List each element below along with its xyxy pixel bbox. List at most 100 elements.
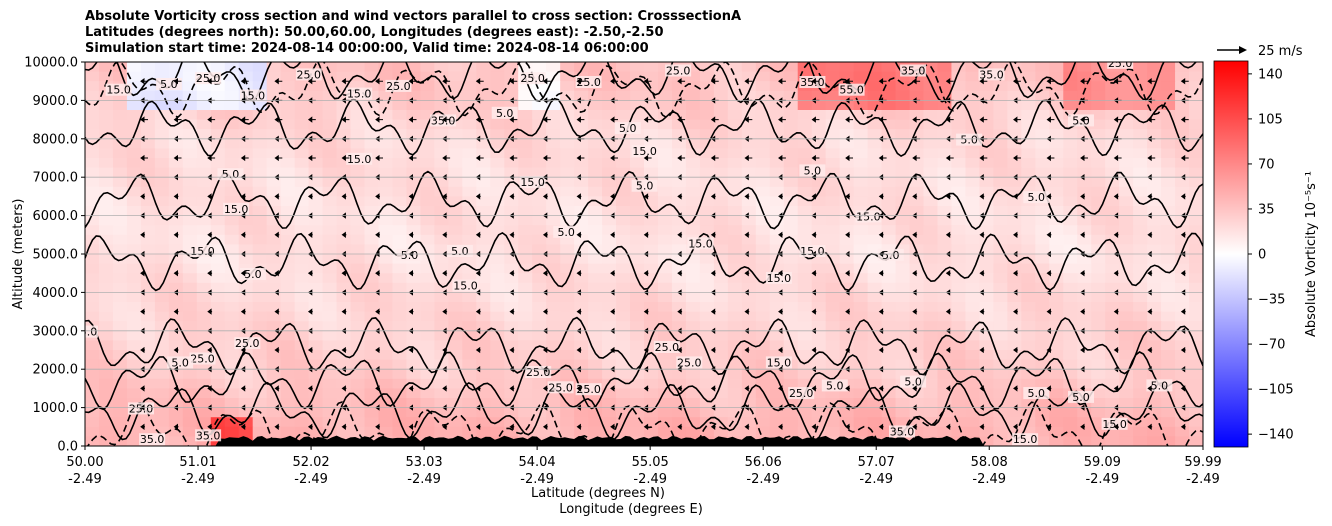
vorticity-cell <box>504 138 519 149</box>
vorticity-cell <box>574 158 589 169</box>
vorticity-cell <box>448 311 463 322</box>
vorticity-cell <box>811 340 827 351</box>
vorticity-cell <box>1147 206 1162 217</box>
vorticity-cell <box>294 378 310 389</box>
vorticity-cell <box>937 254 953 265</box>
vorticity-cell <box>895 292 911 303</box>
vorticity-cell <box>406 407 421 418</box>
vorticity-cell <box>1091 426 1106 437</box>
vorticity-cell <box>769 119 785 130</box>
vorticity-cell <box>560 206 575 217</box>
wind-vector-arrow <box>442 346 448 354</box>
vorticity-cell <box>811 110 827 121</box>
vorticity-cell <box>727 369 743 380</box>
vorticity-cell <box>1161 225 1176 236</box>
vorticity-cell <box>825 138 841 149</box>
vorticity-cell <box>644 186 659 197</box>
vorticity-cell <box>671 311 687 322</box>
vorticity-cell <box>979 167 994 178</box>
vorticity-cell <box>1035 138 1050 149</box>
vorticity-cell <box>518 100 533 111</box>
vorticity-cell <box>979 311 994 322</box>
vorticity-cell <box>350 350 366 361</box>
vorticity-cell <box>532 330 547 341</box>
vorticity-cell <box>1091 321 1106 332</box>
vorticity-cell <box>546 129 561 140</box>
vorticity-cell <box>378 321 394 332</box>
vorticity-cell <box>196 398 212 409</box>
contour-label-bg <box>1023 191 1050 204</box>
vorticity-cell <box>504 90 519 101</box>
vorticity-cell <box>112 273 128 284</box>
vorticity-cell <box>1035 148 1050 159</box>
vorticity-cell <box>630 110 645 121</box>
vorticity-cell <box>616 81 631 92</box>
vorticity-cell <box>1077 62 1092 73</box>
vorticity-cell <box>923 129 939 140</box>
vorticity-cell <box>993 302 1008 313</box>
vorticity-cell <box>993 369 1008 380</box>
vorticity-cell <box>951 186 967 197</box>
vorticity-cell <box>867 417 883 428</box>
vorticity-cell <box>671 254 687 265</box>
vorticity-cell <box>504 62 519 73</box>
vorticity-cell <box>951 369 967 380</box>
vorticity-cell <box>951 263 967 274</box>
vorticity-cell <box>210 158 226 169</box>
vorticity-cell <box>224 148 240 159</box>
vorticity-cell <box>853 388 869 399</box>
vorticity-cell <box>140 254 156 265</box>
vorticity-cell <box>839 359 855 370</box>
vorticity-cell <box>1175 215 1190 226</box>
vorticity-cell <box>1161 282 1176 293</box>
vorticity-cell <box>112 215 128 226</box>
vorticity-cell <box>336 62 352 73</box>
vorticity-cell <box>308 378 324 389</box>
wind-vector-arrow <box>979 423 985 430</box>
vorticity-cell <box>1175 100 1190 111</box>
vorticity-cell <box>98 71 114 82</box>
vorticity-cell <box>1049 244 1064 255</box>
vorticity-cell <box>1049 369 1064 380</box>
vorticity-cell <box>364 119 380 130</box>
wind-vector-arrow <box>509 193 515 200</box>
vorticity-cell <box>979 119 994 130</box>
vorticity-cell <box>210 119 226 130</box>
vorticity-cell <box>476 282 491 293</box>
vorticity-cell <box>112 311 128 322</box>
wind-vector-arrow <box>576 116 585 123</box>
vorticity-cell <box>1091 407 1106 418</box>
chart-title-line-3: Simulation start time: 2024-08-14 00:00:… <box>85 41 649 56</box>
vorticity-cell <box>853 90 869 101</box>
vorticity-cell <box>518 234 533 245</box>
vorticity-cell <box>1063 196 1078 207</box>
vorticity-cell <box>685 110 701 121</box>
vorticity-cell <box>671 225 687 236</box>
vorticity-cell <box>1133 359 1148 370</box>
vorticity-cell <box>574 234 589 245</box>
vorticity-cell <box>1007 148 1022 159</box>
vorticity-cell <box>532 119 547 130</box>
wind-vector-arrow <box>1013 154 1021 162</box>
vorticity-cell <box>741 244 757 255</box>
vorticity-cell <box>252 110 268 121</box>
vorticity-cell <box>839 426 855 437</box>
vorticity-cell <box>1021 340 1036 351</box>
vorticity-cell <box>1119 263 1134 274</box>
vorticity-cell <box>182 407 198 418</box>
vorticity-cell <box>602 378 617 389</box>
vorticity-cell <box>308 302 324 313</box>
vorticity-cell <box>699 62 715 73</box>
vorticity-cell <box>1133 369 1148 380</box>
vorticity-cell <box>266 244 282 255</box>
vorticity-cell <box>294 311 310 322</box>
vorticity-cell <box>1091 177 1106 188</box>
vorticity-cell <box>713 273 729 284</box>
vorticity-cell <box>504 196 519 207</box>
vorticity-cell <box>937 62 953 73</box>
vorticity-cell <box>671 321 687 332</box>
vorticity-cell <box>755 282 771 293</box>
vorticity-cell <box>1091 81 1106 92</box>
vorticity-cell <box>1091 388 1106 399</box>
vorticity-cell <box>182 321 198 332</box>
